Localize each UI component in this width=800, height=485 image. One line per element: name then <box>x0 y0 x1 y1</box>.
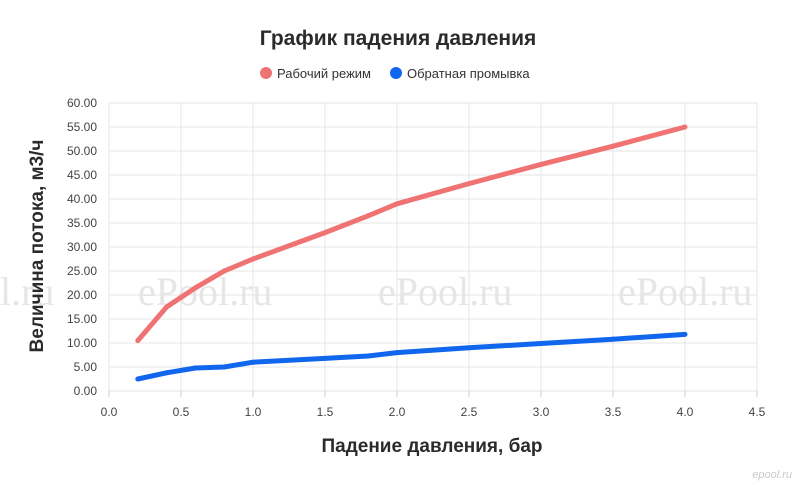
data-point[interactable] <box>466 181 472 187</box>
legend-marker-series-0[interactable] <box>260 67 272 79</box>
y-axis-ticks: 0.00 5.00 10.00 15.00 20.00 25.00 30.00 35.00 40… <box>67 96 97 398</box>
y-tick-label: 5.00 <box>74 360 98 374</box>
y-tick-label: 60.00 <box>67 96 97 110</box>
series-line-0[interactable] <box>135 124 686 343</box>
data-point[interactable] <box>164 370 170 376</box>
y-tick-label: 25.00 <box>67 264 97 278</box>
gridlines <box>108 102 758 397</box>
legend-label-series-1[interactable]: Обратная промывка <box>407 66 530 81</box>
data-point[interactable] <box>394 201 400 207</box>
x-tick-label: 0.0 <box>101 405 118 419</box>
x-tick-label: 0.5 <box>173 405 190 419</box>
watermark-text: ePool.ru <box>378 269 512 314</box>
data-point[interactable] <box>538 161 544 167</box>
x-tick-label: 2.5 <box>461 405 478 419</box>
data-point[interactable] <box>610 143 616 149</box>
data-point[interactable] <box>221 268 227 274</box>
legend: Рабочий режим Обратная промывка <box>260 66 530 81</box>
data-point[interactable] <box>365 213 371 219</box>
x-tick-label: 3.0 <box>533 405 550 419</box>
y-tick-label: 30.00 <box>67 240 97 254</box>
x-axis-title: Падение давления, бар <box>321 436 542 457</box>
data-point[interactable] <box>365 353 371 359</box>
data-point[interactable] <box>164 304 170 310</box>
data-point[interactable] <box>322 230 328 236</box>
y-tick-label: 40.00 <box>67 192 97 206</box>
y-tick-label: 55.00 <box>67 120 97 134</box>
x-tick-label: 3.5 <box>605 405 622 419</box>
data-point[interactable] <box>221 364 227 370</box>
y-tick-label: 0.00 <box>74 384 98 398</box>
y-tick-label: 15.00 <box>67 312 97 326</box>
data-point[interactable] <box>322 355 328 361</box>
data-point[interactable] <box>610 336 616 342</box>
x-tick-label: 2.0 <box>389 405 406 419</box>
data-point[interactable] <box>466 345 472 351</box>
y-tick-label: 50.00 <box>67 144 97 158</box>
data-point[interactable] <box>135 338 141 344</box>
y-axis-title: Величина потока, м3/ч <box>27 140 48 353</box>
x-tick-label: 1.0 <box>245 405 262 419</box>
chart-title: График падения давления <box>260 27 537 50</box>
data-point[interactable] <box>192 285 198 291</box>
data-point[interactable] <box>682 331 688 337</box>
legend-marker-series-1[interactable] <box>390 67 402 79</box>
x-tick-label: 4.5 <box>749 405 766 419</box>
y-tick-label: 10.00 <box>67 336 97 350</box>
data-point[interactable] <box>538 340 544 346</box>
x-tick-label: 1.5 <box>317 405 334 419</box>
y-tick-label: 35.00 <box>67 216 97 230</box>
data-point[interactable] <box>250 256 256 262</box>
watermark-text: l.ru <box>0 269 54 314</box>
data-point[interactable] <box>394 350 400 356</box>
x-axis-ticks: 0.0 0.5 1.0 1.5 2.0 2.5 3.0 3.5 4.0 4.5 <box>101 405 766 419</box>
data-point[interactable] <box>135 376 141 382</box>
legend-label-series-0[interactable]: Рабочий режим <box>277 66 371 81</box>
x-tick-label: 4.0 <box>677 405 694 419</box>
y-tick-label: 45.00 <box>67 168 97 182</box>
data-point[interactable] <box>250 359 256 365</box>
corner-watermark: epool.ru <box>752 469 792 481</box>
y-tick-label: 20.00 <box>67 288 97 302</box>
watermark-layer: l.ru ePool.ru ePool.ru ePool.ru <box>0 269 752 314</box>
watermark-text: ePool.ru <box>138 269 272 314</box>
data-point[interactable] <box>192 365 198 371</box>
series-layer <box>135 124 688 382</box>
series-line-1[interactable] <box>137 331 686 382</box>
data-point[interactable] <box>682 124 688 130</box>
